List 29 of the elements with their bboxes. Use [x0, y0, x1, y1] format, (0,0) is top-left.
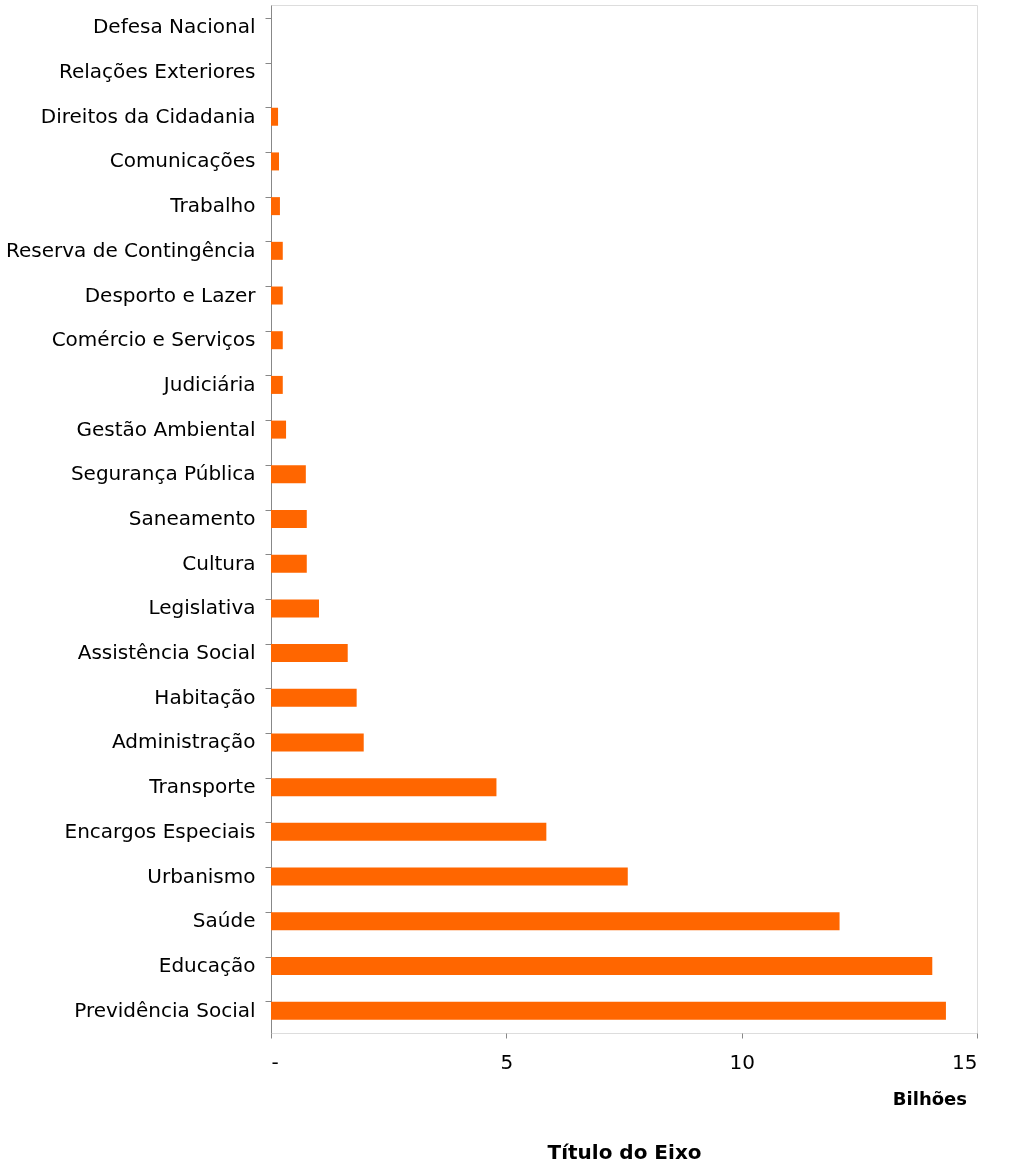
- x-tick-label: 15: [952, 1049, 978, 1074]
- y-tick-label: Saneamento: [128, 506, 256, 530]
- y-tick-label: Defesa Nacional: [92, 14, 256, 39]
- y-tick-label: Legislativa: [148, 595, 256, 620]
- y-tick-label: Reserva de Contingência: [6, 237, 256, 262]
- y-tick-label: Saúde: [192, 908, 256, 933]
- y-tick-label: Judiciária: [161, 371, 256, 396]
- y-tick-label: Direitos da Cidadania: [40, 103, 256, 128]
- y-tick-label: Segurança Pública: [70, 461, 256, 486]
- y-tick-label: Administração: [111, 729, 256, 754]
- x-tick-label: 5: [500, 1049, 514, 1074]
- x-tick-label: 10: [729, 1049, 755, 1074]
- y-tick-label: Habitação: [154, 684, 256, 709]
- y-tick-label: Previdência Social: [74, 997, 256, 1022]
- y-tick-label: Comunicações: [109, 148, 256, 173]
- y-tick-label: Desporto e Lazer: [84, 282, 257, 307]
- y-tick-label: Comércio e Serviços: [51, 327, 256, 352]
- y-tick-label: Trabalho: [169, 193, 256, 218]
- x-tick-label: -: [271, 1049, 279, 1074]
- y-tick-label: Gestão Ambiental: [76, 416, 256, 441]
- y-tick-label: Encargos Especiais: [64, 818, 256, 843]
- y-tick-label: Relações Exteriores: [58, 59, 256, 84]
- y-tick-label: Cultura: [182, 550, 256, 575]
- y-tick-label: Urbanismo: [147, 863, 256, 888]
- y-tick-label: Assistência Social: [77, 640, 256, 665]
- text: Bilhões: [892, 1088, 967, 1109]
- y-tick-label: Transporte: [148, 774, 256, 799]
- y-tick-label: Educação: [158, 952, 256, 977]
- x-axis-title: Título do Eixo: [547, 1139, 702, 1164]
